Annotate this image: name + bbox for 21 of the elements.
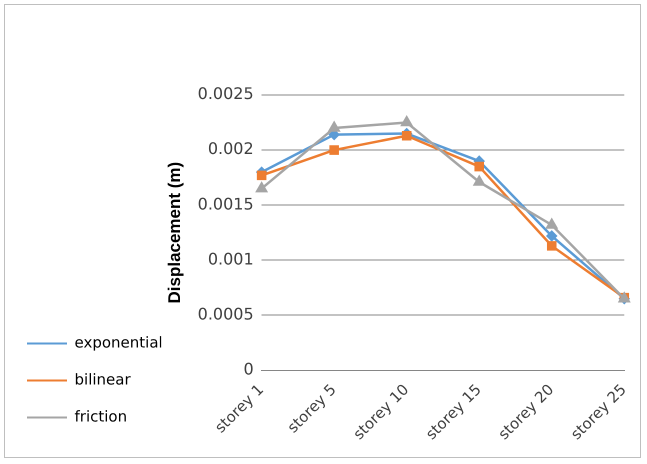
point (474, 176, 485, 186)
y-axis-title: Displacement (m) (165, 162, 184, 304)
y-tick-label: 0.002 (208, 139, 254, 158)
point (401, 116, 412, 126)
y-tick-label: 0.0005 (198, 304, 254, 324)
point (546, 241, 557, 251)
legend-label: exponential (74, 333, 163, 352)
legend-label: friction (74, 407, 128, 426)
point (328, 122, 340, 132)
point (256, 182, 268, 192)
y-tick-label: 0 (243, 359, 254, 378)
point (402, 130, 412, 141)
y-tick-label: 0.0025 (198, 84, 254, 104)
y-tick-label: 0.0015 (198, 194, 254, 214)
point (546, 218, 558, 229)
point (329, 145, 339, 155)
point (474, 162, 484, 172)
legend-label: bilinear (74, 370, 132, 388)
y-tick-label: 0.001 (208, 249, 254, 268)
point (546, 230, 557, 242)
point (256, 170, 266, 180)
